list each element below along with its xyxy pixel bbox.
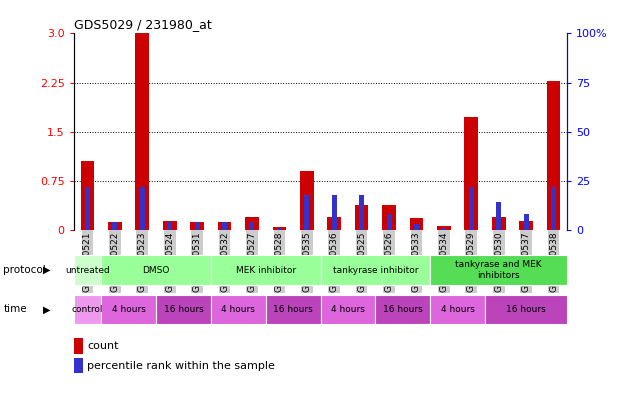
Text: DMSO: DMSO <box>142 266 170 275</box>
Text: control: control <box>72 305 103 314</box>
Bar <box>135 33 149 230</box>
Bar <box>74 358 83 373</box>
Bar <box>354 205 369 230</box>
Bar <box>469 187 474 230</box>
Bar <box>74 338 83 354</box>
Bar <box>320 295 376 324</box>
Text: 16 hours: 16 hours <box>273 305 313 314</box>
Bar <box>300 171 313 230</box>
Bar <box>101 255 211 285</box>
Text: GDS5029 / 231980_at: GDS5029 / 231980_at <box>74 18 212 31</box>
Text: ▶: ▶ <box>43 265 51 275</box>
Bar <box>245 217 259 230</box>
Bar <box>430 255 567 285</box>
Bar <box>437 226 451 230</box>
Bar <box>328 217 341 230</box>
Bar <box>430 295 485 324</box>
Text: 4 hours: 4 hours <box>440 305 474 314</box>
Bar <box>272 227 287 230</box>
Text: 4 hours: 4 hours <box>331 305 365 314</box>
Bar <box>156 295 211 324</box>
Text: tankyrase inhibitor: tankyrase inhibitor <box>333 266 418 275</box>
Bar <box>524 214 529 230</box>
Bar <box>81 161 94 230</box>
Text: 16 hours: 16 hours <box>163 305 203 314</box>
Bar <box>218 222 231 230</box>
Bar <box>163 221 176 230</box>
Bar <box>442 228 446 230</box>
Bar <box>112 222 117 230</box>
Bar <box>211 295 265 324</box>
Text: untreated: untreated <box>65 266 110 275</box>
Bar <box>382 205 396 230</box>
Bar <box>387 214 392 230</box>
Bar <box>222 222 227 230</box>
Bar <box>167 222 172 230</box>
Bar <box>465 117 478 230</box>
Bar <box>108 222 122 230</box>
Text: MEK inhibitor: MEK inhibitor <box>236 266 296 275</box>
Text: 4 hours: 4 hours <box>112 305 146 314</box>
Bar <box>320 255 430 285</box>
Bar <box>359 195 364 230</box>
Text: protocol: protocol <box>3 265 46 275</box>
Bar <box>496 202 501 230</box>
Text: count: count <box>87 341 119 351</box>
Text: 16 hours: 16 hours <box>506 305 546 314</box>
Bar <box>85 187 90 230</box>
Bar <box>190 222 204 230</box>
Bar <box>195 222 199 230</box>
Bar <box>414 224 419 230</box>
Text: ▶: ▶ <box>43 305 51 314</box>
Bar <box>277 228 282 230</box>
Text: 16 hours: 16 hours <box>383 305 422 314</box>
Bar <box>376 295 430 324</box>
Text: percentile rank within the sample: percentile rank within the sample <box>87 361 275 371</box>
Bar <box>304 195 309 230</box>
Text: time: time <box>3 305 27 314</box>
Bar <box>265 295 320 324</box>
Bar <box>485 295 567 324</box>
Bar <box>74 255 101 285</box>
Bar <box>332 195 337 230</box>
Bar <box>551 187 556 230</box>
Bar <box>249 222 254 230</box>
Bar <box>101 295 156 324</box>
Bar <box>211 255 320 285</box>
Text: 4 hours: 4 hours <box>221 305 255 314</box>
Bar <box>547 81 560 230</box>
Bar <box>492 217 506 230</box>
Text: tankyrase and MEK
inhibitors: tankyrase and MEK inhibitors <box>455 261 542 280</box>
Bar <box>410 218 423 230</box>
Bar <box>140 187 145 230</box>
Bar <box>74 295 101 324</box>
Bar <box>519 221 533 230</box>
